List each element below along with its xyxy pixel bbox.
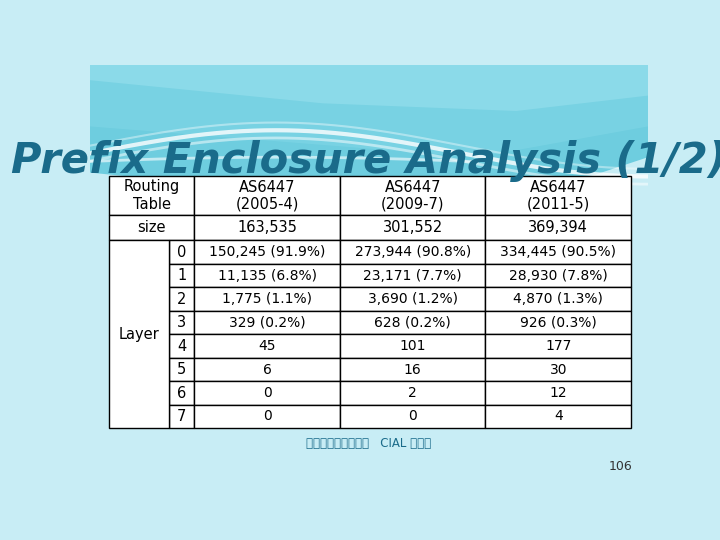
Text: 0: 0 (177, 245, 186, 260)
Bar (340, 287, 485, 311)
Text: AS6447
(2005-4): AS6447 (2005-4) (235, 179, 299, 212)
Bar (485, 264, 631, 287)
Text: 2: 2 (408, 386, 417, 400)
Bar (169, 311, 194, 334)
Text: 1,775 (1.1%): 1,775 (1.1%) (222, 292, 312, 306)
Bar (340, 358, 485, 381)
Bar (340, 311, 485, 334)
Bar (340, 381, 485, 405)
Text: 11,135 (6.8%): 11,135 (6.8%) (217, 268, 317, 282)
Polygon shape (90, 65, 648, 204)
Text: 3,690 (1.2%): 3,690 (1.2%) (368, 292, 458, 306)
Bar (340, 264, 485, 287)
Text: 3: 3 (177, 315, 186, 330)
Text: 163,535: 163,535 (237, 220, 297, 235)
Text: size: size (138, 220, 166, 235)
Bar (485, 405, 631, 428)
Text: 150,245 (91.9%): 150,245 (91.9%) (209, 245, 325, 259)
Polygon shape (90, 65, 648, 481)
Bar (169, 240, 194, 264)
Bar (485, 381, 631, 405)
Bar (194, 311, 340, 334)
Bar (485, 287, 631, 311)
Bar (485, 177, 631, 215)
Text: 177: 177 (545, 339, 572, 353)
Bar (169, 334, 194, 358)
Text: 4: 4 (554, 409, 562, 423)
Bar (169, 358, 194, 381)
Text: 273,944 (90.8%): 273,944 (90.8%) (354, 245, 471, 259)
Text: 4: 4 (177, 339, 186, 354)
Bar (340, 334, 485, 358)
Bar (194, 334, 340, 358)
Text: AS6447
(2011-5): AS6447 (2011-5) (526, 179, 590, 212)
Bar (109, 177, 194, 215)
Text: 5: 5 (177, 362, 186, 377)
Text: 334,445 (90.5%): 334,445 (90.5%) (500, 245, 616, 259)
Text: 成功大學資訊工程系   CIAL 實驗室: 成功大學資訊工程系 CIAL 實驗室 (307, 437, 431, 450)
Bar (169, 381, 194, 405)
Bar (340, 215, 485, 240)
Text: 106: 106 (608, 460, 632, 473)
Text: 45: 45 (258, 339, 276, 353)
Text: Routing
Table: Routing Table (124, 179, 180, 212)
Text: 0: 0 (263, 386, 271, 400)
Text: 329 (0.2%): 329 (0.2%) (229, 315, 305, 329)
Text: 1: 1 (177, 268, 186, 283)
Bar (169, 264, 194, 287)
Bar (169, 405, 194, 428)
Text: 23,171 (7.7%): 23,171 (7.7%) (364, 268, 462, 282)
Bar (485, 334, 631, 358)
Bar (194, 358, 340, 381)
Bar (194, 287, 340, 311)
Bar (169, 287, 194, 311)
Bar (485, 358, 631, 381)
Bar (194, 177, 340, 215)
Text: 6: 6 (177, 386, 186, 401)
Text: 28,930 (7.8%): 28,930 (7.8%) (509, 268, 608, 282)
Text: 926 (0.3%): 926 (0.3%) (520, 315, 597, 329)
Text: 2: 2 (177, 292, 186, 307)
Text: 628 (0.2%): 628 (0.2%) (374, 315, 451, 329)
Text: 30: 30 (549, 362, 567, 376)
Bar (194, 215, 340, 240)
Text: Prefix Enclosure Analysis (1/2): Prefix Enclosure Analysis (1/2) (11, 140, 720, 182)
Text: 12: 12 (549, 386, 567, 400)
Text: AS6447
(2009-7): AS6447 (2009-7) (381, 179, 444, 212)
Bar (194, 381, 340, 405)
Bar (109, 240, 169, 428)
Text: 0: 0 (408, 409, 417, 423)
Bar (485, 215, 631, 240)
Bar (194, 240, 340, 264)
Bar (485, 311, 631, 334)
Text: 7: 7 (177, 409, 186, 424)
Text: Layer: Layer (119, 327, 160, 342)
Bar (340, 405, 485, 428)
Polygon shape (90, 65, 648, 111)
Text: 6: 6 (263, 362, 271, 376)
Bar (194, 264, 340, 287)
Text: 0: 0 (263, 409, 271, 423)
Polygon shape (90, 65, 648, 157)
Bar (340, 177, 485, 215)
Text: 4,870 (1.3%): 4,870 (1.3%) (513, 292, 603, 306)
Text: 16: 16 (404, 362, 421, 376)
Bar (485, 240, 631, 264)
Text: 101: 101 (400, 339, 426, 353)
Text: 369,394: 369,394 (528, 220, 588, 235)
Text: 301,552: 301,552 (382, 220, 443, 235)
Bar (109, 215, 194, 240)
Bar (194, 405, 340, 428)
Bar (340, 240, 485, 264)
